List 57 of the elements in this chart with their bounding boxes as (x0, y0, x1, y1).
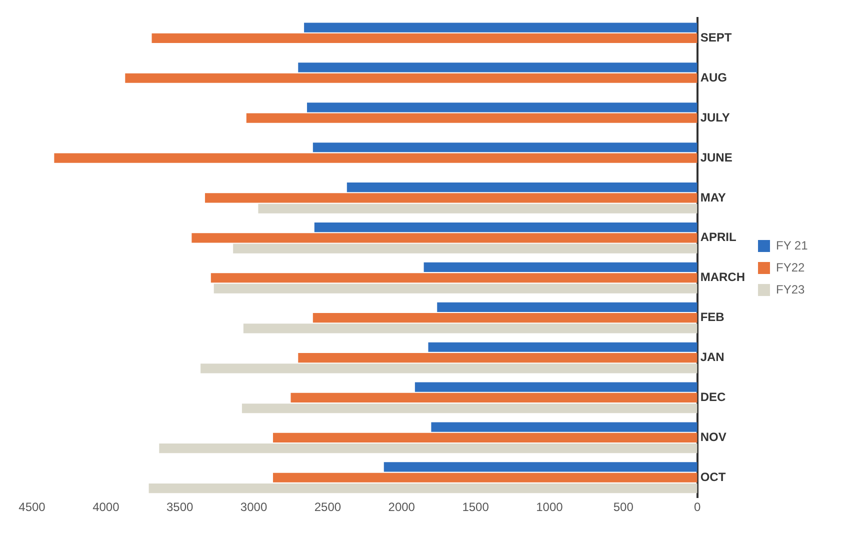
y-tick-label: FEB (700, 310, 725, 324)
y-tick-label: NOV (700, 430, 726, 444)
bar (210, 273, 698, 283)
bar (204, 193, 698, 203)
y-tick-label: MAY (700, 190, 726, 204)
y-tick-label: APRIL (700, 230, 736, 244)
bar (346, 182, 698, 192)
bar (414, 382, 698, 392)
bar (272, 472, 698, 482)
x-tick-label: 1000 (536, 500, 564, 514)
bar (125, 73, 698, 83)
y-tick-label: AUG (700, 70, 727, 84)
x-tick-label: 1500 (462, 500, 490, 514)
bar (431, 422, 698, 432)
x-tick-label: 500 (613, 500, 634, 514)
y-tick-label: JULY (700, 110, 730, 124)
bar (192, 233, 698, 243)
bar (428, 342, 698, 352)
bar (54, 153, 698, 163)
bar (424, 262, 698, 272)
x-tick-label: 2500 (314, 500, 342, 514)
bar (242, 404, 698, 414)
bar (200, 364, 698, 374)
x-tick-label: 2000 (388, 500, 416, 514)
legend-label: FY22 (776, 260, 805, 274)
bar (304, 22, 698, 32)
x-tick-label: 3000 (240, 500, 268, 514)
legend-label: FY23 (776, 282, 805, 296)
y-tick-label: JAN (700, 350, 724, 364)
bar (258, 204, 698, 214)
x-tick-label: 4000 (92, 500, 120, 514)
bar (243, 324, 698, 334)
legend-label: FY 21 (776, 238, 808, 252)
bar (437, 302, 698, 312)
bar (233, 244, 698, 254)
bar (246, 113, 698, 123)
bar (298, 62, 698, 72)
bar (214, 284, 698, 294)
bar (384, 462, 698, 472)
x-tick-label: 3500 (166, 500, 194, 514)
bar (312, 313, 698, 323)
bar (148, 483, 698, 494)
bar (312, 142, 698, 152)
y-tick-label: OCT (700, 470, 726, 484)
y-tick-label: DEC (700, 390, 726, 404)
y-tick-label: SEPT (700, 30, 732, 44)
bar (272, 432, 698, 442)
bar (307, 102, 698, 112)
bar (152, 33, 698, 43)
x-tick-label: 4500 (18, 500, 46, 514)
y-tick-label: MARCH (700, 270, 745, 284)
bar (298, 352, 698, 363)
bar (314, 222, 698, 232)
bar (159, 444, 698, 454)
y-tick-label: JUNE (700, 150, 732, 164)
x-tick-label: 0 (694, 500, 701, 514)
bar (290, 392, 698, 403)
